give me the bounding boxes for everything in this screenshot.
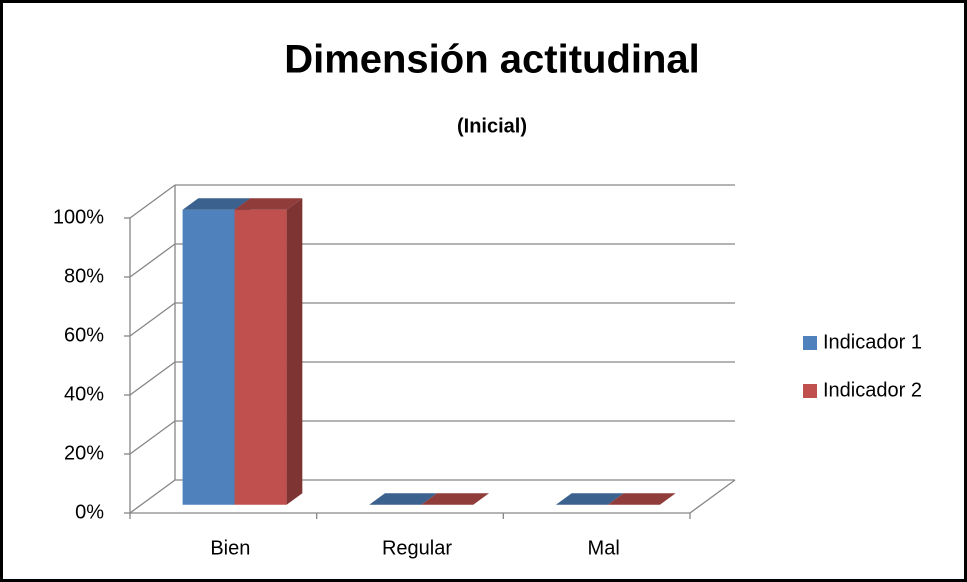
legend-label: Indicador 2 (823, 379, 922, 401)
bar-top (555, 493, 624, 505)
legend-swatch (803, 336, 817, 350)
x-tick-label: Mal (588, 537, 620, 559)
floor-edge (689, 479, 736, 514)
chart-subtitle: (Inicial) (457, 115, 527, 137)
bar-top (182, 198, 251, 210)
legend-swatch (803, 384, 817, 398)
bar-top (369, 493, 437, 505)
bar-side (286, 198, 303, 505)
x-tick-label: Regular (382, 537, 452, 559)
bar (234, 209, 287, 505)
y-tick-label: 100% (53, 206, 104, 228)
y-tick-label: 20% (64, 442, 104, 464)
bar-top (607, 493, 676, 505)
side-grid-line (129, 420, 176, 455)
y-tick-label: 60% (64, 324, 104, 346)
bar (182, 209, 235, 505)
bar-top (421, 493, 489, 505)
side-grid-line (129, 243, 176, 278)
chart-title: Dimensión actitudinal (284, 38, 700, 82)
side-grid-line (129, 184, 176, 219)
y-tick-label: 0% (75, 501, 104, 523)
y-tick-label: 80% (64, 265, 104, 287)
side-grid-line (129, 361, 176, 396)
side-grid-line (129, 302, 176, 337)
y-tick-label: 40% (64, 383, 104, 405)
bar-top (234, 198, 303, 210)
x-tick-label: Bien (210, 537, 250, 559)
side-grid-line (129, 479, 176, 514)
legend-label: Indicador 1 (823, 331, 922, 353)
